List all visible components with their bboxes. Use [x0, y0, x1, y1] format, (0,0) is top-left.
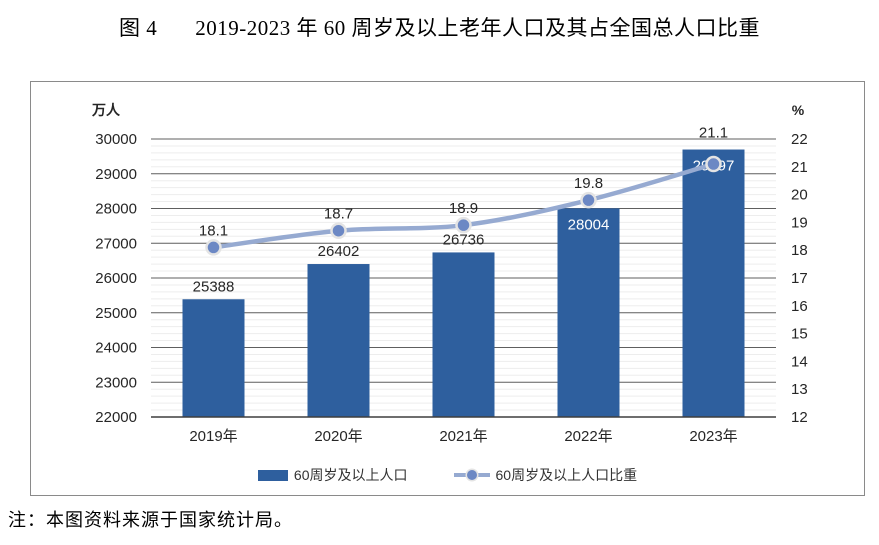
svg-text:16: 16 [791, 298, 808, 315]
svg-text:30000: 30000 [95, 131, 137, 148]
svg-text:17: 17 [791, 270, 808, 287]
svg-text:18.7: 18.7 [324, 206, 353, 223]
svg-text:25000: 25000 [95, 305, 137, 322]
svg-text:27000: 27000 [95, 235, 137, 252]
figure-number: 图 4 [119, 16, 158, 40]
svg-text:26736: 26736 [443, 231, 485, 248]
svg-text:25388: 25388 [193, 278, 235, 295]
svg-text:2021年: 2021年 [439, 428, 487, 445]
svg-text:20: 20 [791, 187, 808, 204]
svg-text:%: % [792, 102, 805, 118]
svg-text:2020年: 2020年 [314, 428, 362, 445]
svg-text:万人: 万人 [91, 102, 121, 118]
line-series-swatch [453, 470, 490, 480]
svg-text:26402: 26402 [318, 243, 360, 260]
svg-text:18.9: 18.9 [449, 200, 478, 217]
source-note: 注：本图资料来源于国家统计局。 [8, 510, 293, 530]
svg-text:13: 13 [791, 381, 808, 398]
svg-text:21.1: 21.1 [699, 125, 728, 142]
svg-text:28004: 28004 [568, 216, 610, 233]
svg-text:15: 15 [791, 326, 808, 343]
figure-title-text: 2019-2023 年 60 周岁及以上老年人口及其占全国总人口比重 [195, 16, 760, 40]
chart-container: 22000 23000 24000 25000 26000 27000 28000 29000… [30, 81, 865, 496]
svg-text:19.8: 19.8 [574, 175, 603, 192]
svg-text:18: 18 [791, 242, 808, 259]
line-swatch-marker-icon [466, 470, 477, 480]
svg-text:26000: 26000 [95, 270, 137, 287]
svg-text:24000: 24000 [95, 340, 137, 357]
svg-text:22: 22 [791, 131, 808, 148]
svg-text:21: 21 [791, 159, 808, 176]
svg-text:14: 14 [791, 353, 808, 370]
svg-text:18.1: 18.1 [199, 222, 228, 239]
bar-series-swatch [257, 469, 288, 481]
svg-text:12: 12 [791, 409, 808, 426]
svg-text:23000: 23000 [95, 374, 137, 391]
svg-text:28000: 28000 [95, 201, 137, 218]
svg-text:22000: 22000 [95, 409, 137, 426]
svg-text:2019年: 2019年 [189, 428, 237, 445]
legend-item-population: 60周岁及以上人口 [257, 465, 408, 485]
svg-text:29000: 29000 [95, 166, 137, 183]
svg-text:19: 19 [791, 214, 808, 231]
legend-label-population: 60周岁及以上人口 [293, 467, 408, 483]
svg-text:2022年: 2022年 [564, 428, 612, 445]
legend-item-ratio: 60周岁及以上人口比重 [453, 465, 638, 485]
combo-chart: 22000 23000 24000 25000 26000 27000 28000 29000… [91, 102, 808, 445]
figure-title: 图 4 2019-2023 年 60 周岁及以上老年人口及其占全国总人口比重 [0, 12, 879, 42]
svg-text:2023年: 2023年 [689, 428, 737, 445]
legend-label-ratio: 60周岁及以上人口比重 [495, 467, 638, 483]
chart-legend: 60周岁及以上人口 60周岁及以上人口比重 [31, 465, 864, 485]
